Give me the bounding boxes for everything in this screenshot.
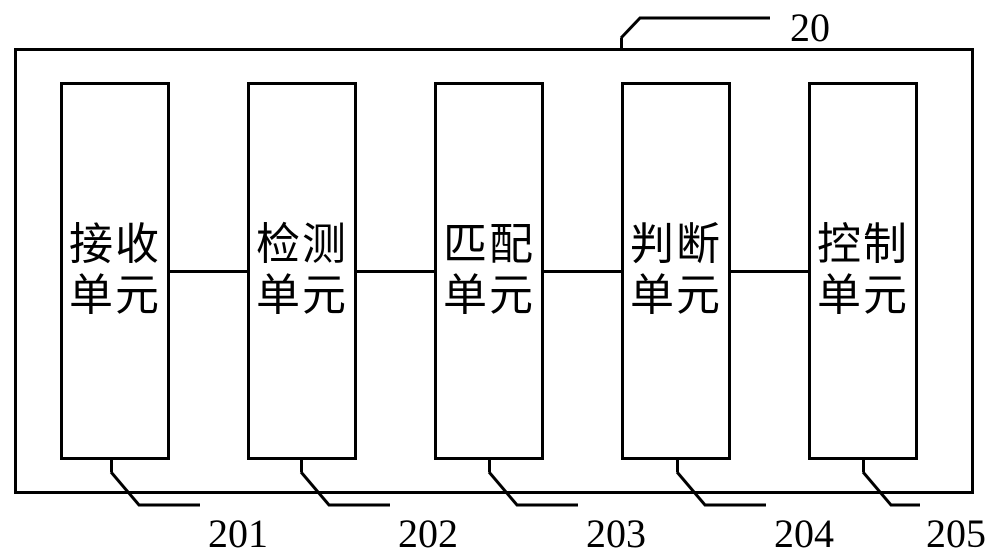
- unit-number-label: 204: [774, 510, 834, 557]
- unit-connector: [731, 270, 808, 273]
- unit-label-bottom: 单元: [256, 271, 348, 322]
- outer-callout-tick: [620, 38, 623, 48]
- unit-callout-tick: [300, 460, 303, 472]
- unit-label-top: 控制: [817, 220, 909, 271]
- unit-label-top: 判断: [630, 220, 722, 271]
- unit-callout-tick: [862, 460, 865, 472]
- diagram-canvas: 20 接收单元检测单元匹配单元判断单元控制单元 201202203204205: [0, 0, 1000, 554]
- unit-number-label: 201: [208, 510, 268, 557]
- unit-callout-tick: [488, 460, 491, 472]
- unit-box-u202: 检测单元: [247, 82, 357, 460]
- unit-box-u203: 匹配单元: [434, 82, 544, 460]
- unit-label: 控制单元: [817, 220, 909, 321]
- unit-label: 接收单元: [69, 220, 161, 321]
- unit-connector: [544, 270, 621, 273]
- unit-label-bottom: 单元: [443, 271, 535, 322]
- unit-connector: [170, 270, 247, 273]
- unit-label: 判断单元: [630, 220, 722, 321]
- unit-label-top: 匹配: [443, 220, 535, 271]
- unit-number-label: 202: [398, 510, 458, 557]
- unit-callout-tick: [110, 460, 113, 472]
- unit-label: 匹配单元: [443, 220, 535, 321]
- unit-connector: [357, 270, 434, 273]
- unit-callout-tick: [676, 460, 679, 472]
- outer-box-label: 20: [790, 4, 830, 51]
- unit-label-top: 接收: [69, 220, 161, 271]
- unit-box-u204: 判断单元: [621, 82, 731, 460]
- unit-label-bottom: 单元: [630, 271, 722, 322]
- unit-number-label: 205: [926, 510, 986, 557]
- unit-label-bottom: 单元: [69, 271, 161, 322]
- unit-box-u205: 控制单元: [808, 82, 918, 460]
- unit-label-bottom: 单元: [817, 271, 909, 322]
- unit-label: 检测单元: [256, 220, 348, 321]
- unit-number-label: 203: [586, 510, 646, 557]
- unit-box-u201: 接收单元: [60, 82, 170, 460]
- unit-label-top: 检测: [256, 220, 348, 271]
